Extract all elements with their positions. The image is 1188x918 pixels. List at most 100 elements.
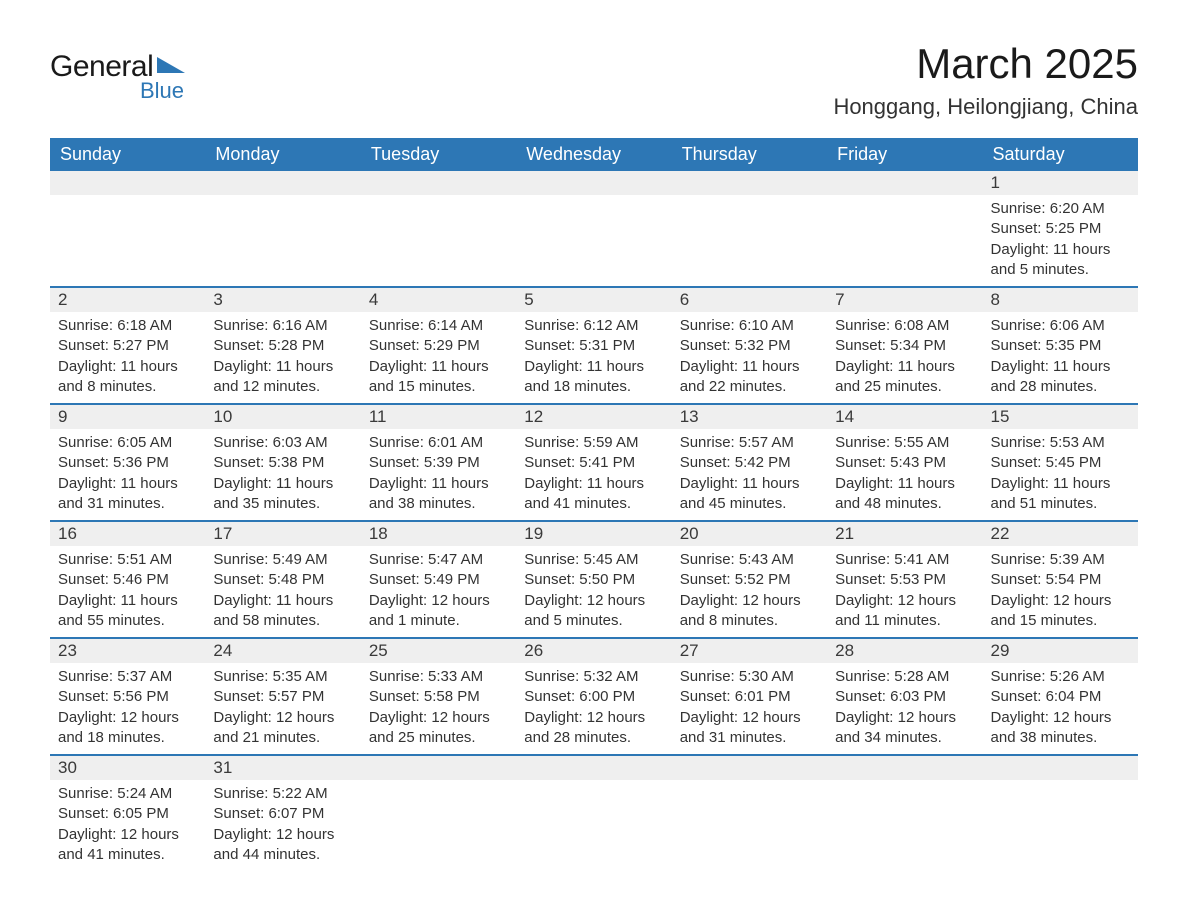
sunset-text: Sunset: 5:46 PM <box>58 570 197 590</box>
day-number <box>827 171 982 195</box>
daylight-text: Daylight: 12 hours and 21 minutes. <box>213 708 352 749</box>
sunset-text: Sunset: 6:07 PM <box>213 804 352 824</box>
calendar-day-cell: 18Sunrise: 5:47 AMSunset: 5:49 PMDayligh… <box>361 521 516 638</box>
day-number: 12 <box>516 405 671 429</box>
sunset-text: Sunset: 5:45 PM <box>991 453 1130 473</box>
day-details: Sunrise: 5:47 AMSunset: 5:49 PMDaylight:… <box>361 546 516 637</box>
day-number: 13 <box>672 405 827 429</box>
sunrise-text: Sunrise: 6:08 AM <box>835 316 974 336</box>
brand-logo: General Blue <box>50 50 185 104</box>
day-details <box>672 195 827 215</box>
sunrise-text: Sunrise: 5:24 AM <box>58 784 197 804</box>
sunrise-text: Sunrise: 6:06 AM <box>991 316 1130 336</box>
day-details: Sunrise: 6:03 AMSunset: 5:38 PMDaylight:… <box>205 429 360 520</box>
calendar-empty-cell <box>672 755 827 871</box>
calendar-empty-cell <box>205 171 360 287</box>
calendar-day-cell: 20Sunrise: 5:43 AMSunset: 5:52 PMDayligh… <box>672 521 827 638</box>
sunset-text: Sunset: 5:35 PM <box>991 336 1130 356</box>
day-details: Sunrise: 5:32 AMSunset: 6:00 PMDaylight:… <box>516 663 671 754</box>
sunset-text: Sunset: 5:58 PM <box>369 687 508 707</box>
daylight-text: Daylight: 11 hours and 58 minutes. <box>213 591 352 632</box>
location-subtitle: Honggang, Heilongjiang, China <box>833 94 1138 120</box>
sunset-text: Sunset: 5:38 PM <box>213 453 352 473</box>
day-number: 26 <box>516 639 671 663</box>
calendar-day-cell: 24Sunrise: 5:35 AMSunset: 5:57 PMDayligh… <box>205 638 360 755</box>
day-details <box>361 780 516 800</box>
day-number: 2 <box>50 288 205 312</box>
day-number: 18 <box>361 522 516 546</box>
day-details: Sunrise: 6:06 AMSunset: 5:35 PMDaylight:… <box>983 312 1138 403</box>
day-details <box>205 195 360 215</box>
daylight-text: Daylight: 11 hours and 38 minutes. <box>369 474 508 515</box>
calendar-day-cell: 31Sunrise: 5:22 AMSunset: 6:07 PMDayligh… <box>205 755 360 871</box>
calendar-day-cell: 28Sunrise: 5:28 AMSunset: 6:03 PMDayligh… <box>827 638 982 755</box>
calendar-day-cell: 14Sunrise: 5:55 AMSunset: 5:43 PMDayligh… <box>827 404 982 521</box>
sunrise-text: Sunrise: 5:49 AM <box>213 550 352 570</box>
calendar-day-cell: 17Sunrise: 5:49 AMSunset: 5:48 PMDayligh… <box>205 521 360 638</box>
day-number: 9 <box>50 405 205 429</box>
sunset-text: Sunset: 5:56 PM <box>58 687 197 707</box>
day-details: Sunrise: 5:24 AMSunset: 6:05 PMDaylight:… <box>50 780 205 871</box>
sunset-text: Sunset: 5:34 PM <box>835 336 974 356</box>
daylight-text: Daylight: 11 hours and 41 minutes. <box>524 474 663 515</box>
day-details: Sunrise: 6:20 AMSunset: 5:25 PMDaylight:… <box>983 195 1138 286</box>
calendar-empty-cell <box>516 171 671 287</box>
title-block: March 2025 Honggang, Heilongjiang, China <box>833 40 1138 120</box>
daylight-text: Daylight: 11 hours and 28 minutes. <box>991 357 1130 398</box>
daylight-text: Daylight: 11 hours and 15 minutes. <box>369 357 508 398</box>
day-number: 23 <box>50 639 205 663</box>
day-details: Sunrise: 5:45 AMSunset: 5:50 PMDaylight:… <box>516 546 671 637</box>
day-details: Sunrise: 5:33 AMSunset: 5:58 PMDaylight:… <box>361 663 516 754</box>
sunrise-text: Sunrise: 5:35 AM <box>213 667 352 687</box>
sunset-text: Sunset: 5:36 PM <box>58 453 197 473</box>
calendar-day-cell: 29Sunrise: 5:26 AMSunset: 6:04 PMDayligh… <box>983 638 1138 755</box>
sunrise-text: Sunrise: 6:20 AM <box>991 199 1130 219</box>
calendar-empty-cell <box>361 755 516 871</box>
brand-word2: Blue <box>140 78 184 104</box>
sunset-text: Sunset: 5:41 PM <box>524 453 663 473</box>
day-number: 17 <box>205 522 360 546</box>
day-number: 1 <box>983 171 1138 195</box>
day-details: Sunrise: 6:14 AMSunset: 5:29 PMDaylight:… <box>361 312 516 403</box>
day-details: Sunrise: 5:30 AMSunset: 6:01 PMDaylight:… <box>672 663 827 754</box>
day-details: Sunrise: 5:35 AMSunset: 5:57 PMDaylight:… <box>205 663 360 754</box>
daylight-text: Daylight: 12 hours and 31 minutes. <box>680 708 819 749</box>
calendar-day-cell: 3Sunrise: 6:16 AMSunset: 5:28 PMDaylight… <box>205 287 360 404</box>
sunset-text: Sunset: 5:29 PM <box>369 336 508 356</box>
day-number: 22 <box>983 522 1138 546</box>
day-number <box>516 756 671 780</box>
day-number: 6 <box>672 288 827 312</box>
day-number: 20 <box>672 522 827 546</box>
day-number: 16 <box>50 522 205 546</box>
calendar-day-cell: 5Sunrise: 6:12 AMSunset: 5:31 PMDaylight… <box>516 287 671 404</box>
sunset-text: Sunset: 5:57 PM <box>213 687 352 707</box>
day-number: 10 <box>205 405 360 429</box>
calendar-day-cell: 10Sunrise: 6:03 AMSunset: 5:38 PMDayligh… <box>205 404 360 521</box>
daylight-text: Daylight: 12 hours and 44 minutes. <box>213 825 352 866</box>
sunrise-text: Sunrise: 6:03 AM <box>213 433 352 453</box>
day-details: Sunrise: 6:08 AMSunset: 5:34 PMDaylight:… <box>827 312 982 403</box>
day-number: 28 <box>827 639 982 663</box>
sunset-text: Sunset: 5:52 PM <box>680 570 819 590</box>
daylight-text: Daylight: 12 hours and 18 minutes. <box>58 708 197 749</box>
daylight-text: Daylight: 11 hours and 8 minutes. <box>58 357 197 398</box>
sunset-text: Sunset: 5:54 PM <box>991 570 1130 590</box>
sunrise-text: Sunrise: 6:01 AM <box>369 433 508 453</box>
day-details: Sunrise: 5:43 AMSunset: 5:52 PMDaylight:… <box>672 546 827 637</box>
sunrise-text: Sunrise: 5:47 AM <box>369 550 508 570</box>
calendar-day-cell: 4Sunrise: 6:14 AMSunset: 5:29 PMDaylight… <box>361 287 516 404</box>
calendar-empty-cell <box>827 755 982 871</box>
calendar-thead: SundayMondayTuesdayWednesdayThursdayFrid… <box>50 138 1138 171</box>
day-details: Sunrise: 6:01 AMSunset: 5:39 PMDaylight:… <box>361 429 516 520</box>
sunset-text: Sunset: 6:00 PM <box>524 687 663 707</box>
sunrise-text: Sunrise: 5:51 AM <box>58 550 197 570</box>
sunset-text: Sunset: 5:53 PM <box>835 570 974 590</box>
daylight-text: Daylight: 12 hours and 15 minutes. <box>991 591 1130 632</box>
sunrise-text: Sunrise: 5:30 AM <box>680 667 819 687</box>
sunrise-text: Sunrise: 5:57 AM <box>680 433 819 453</box>
sunrise-text: Sunrise: 5:55 AM <box>835 433 974 453</box>
daylight-text: Daylight: 11 hours and 45 minutes. <box>680 474 819 515</box>
sunrise-text: Sunrise: 5:26 AM <box>991 667 1130 687</box>
day-details <box>361 195 516 215</box>
sunset-text: Sunset: 5:39 PM <box>369 453 508 473</box>
